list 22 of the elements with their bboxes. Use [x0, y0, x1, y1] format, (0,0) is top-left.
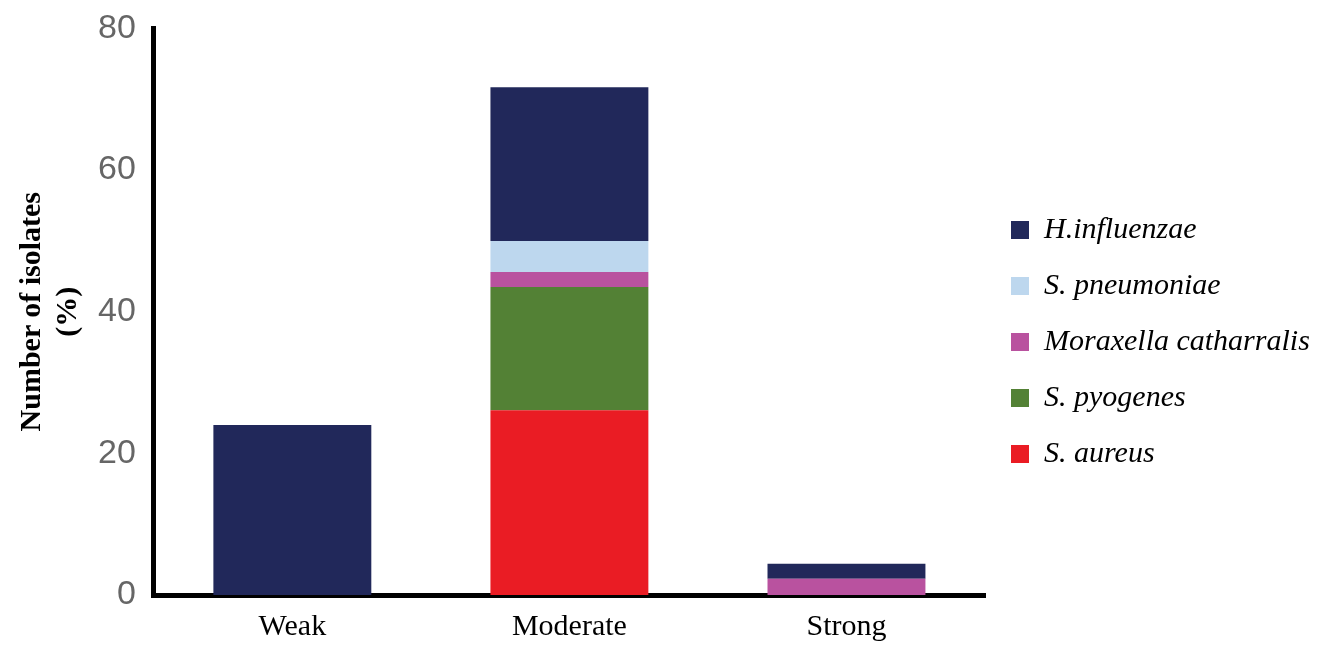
y-tick-label: 0 [116, 573, 136, 612]
legend-label: S. aureus [1044, 434, 1155, 468]
legend-label: H.influenzae [1043, 210, 1197, 244]
legend-label: S. pneumoniae [1044, 266, 1221, 300]
y-tick-label: 20 [97, 431, 136, 470]
x-tick-label: Moderate [511, 607, 627, 641]
bar [490, 410, 649, 595]
bar [490, 272, 649, 287]
bar [490, 286, 649, 411]
legend-label: S. pyogenes [1044, 378, 1186, 412]
x-tick-label: Weak [258, 607, 327, 641]
bar [490, 87, 649, 241]
y-tick-label: 60 [97, 148, 136, 187]
bar [767, 563, 926, 579]
y-tick-label: 40 [97, 290, 136, 329]
y-tick-label: 80 [97, 6, 136, 45]
bar [213, 425, 372, 595]
x-tick-label: Strong [806, 607, 887, 641]
y-axis-title: Number of isolates (%) [12, 191, 83, 432]
bar [767, 578, 926, 595]
bar [490, 240, 649, 273]
legend-label: Moraxella catharralis [1043, 322, 1310, 356]
